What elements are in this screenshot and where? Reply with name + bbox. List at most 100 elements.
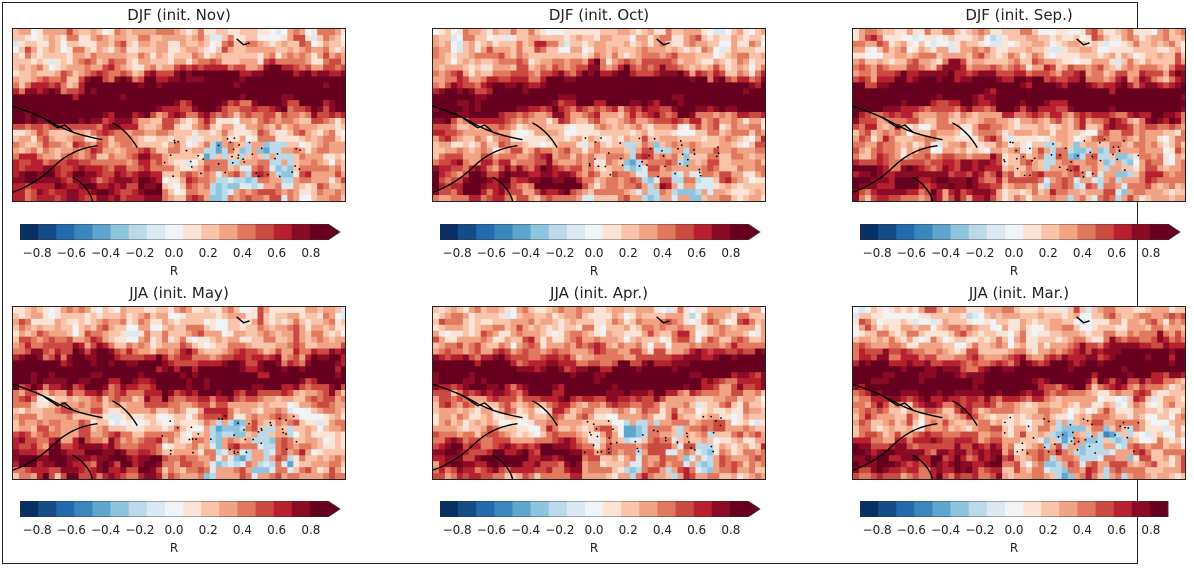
field-cell [588, 82, 595, 89]
field-cell [749, 100, 756, 107]
field-cell [737, 94, 744, 101]
field-cell [90, 70, 97, 77]
field-cell [1008, 82, 1015, 89]
field-cell [108, 195, 115, 201]
field-cell [492, 34, 500, 42]
field-cell [924, 29, 932, 36]
field-cell [516, 159, 523, 166]
field-cell [665, 135, 673, 143]
field-cell [1157, 177, 1164, 184]
field-cell [558, 106, 565, 113]
field-cell [498, 34, 506, 42]
field-cell [1133, 70, 1140, 77]
field-cell [647, 141, 655, 149]
field-cell [876, 64, 884, 72]
field-cell [191, 34, 199, 42]
field-cell [54, 189, 62, 196]
field-cell [96, 147, 103, 155]
field-cell [438, 195, 446, 201]
field-cell [450, 153, 458, 160]
field-cell [623, 70, 631, 77]
field-cell [558, 76, 565, 83]
field-cell [1181, 46, 1185, 54]
field-cell [930, 29, 937, 36]
field-cell [114, 40, 121, 48]
field-cell [1169, 153, 1176, 160]
field-cell [906, 100, 914, 107]
field-cell [191, 70, 199, 77]
field-cell [233, 177, 241, 184]
field-cell [144, 189, 151, 196]
field-cell [719, 129, 726, 137]
field-cell [84, 165, 92, 172]
field-cell [433, 88, 440, 95]
field-cell [1055, 171, 1063, 178]
field-cell [1061, 129, 1069, 137]
field-cell [576, 40, 583, 48]
field-cell [683, 159, 690, 166]
field-cell [858, 82, 866, 89]
field-cell [18, 100, 26, 107]
field-cell [853, 195, 860, 201]
field-cell [960, 52, 967, 60]
field-cell [522, 177, 529, 184]
field-cell [162, 129, 169, 137]
field-cell [498, 123, 506, 131]
field-cell [665, 141, 673, 149]
field-cell [510, 117, 517, 125]
field-cell [1181, 40, 1185, 48]
field-cell [72, 29, 80, 36]
field-cell [954, 64, 961, 72]
field-cell [36, 123, 44, 131]
field-cell [341, 100, 345, 107]
field-cell [942, 88, 949, 95]
field-cell [882, 29, 890, 36]
field-cell [534, 183, 541, 190]
field-cell [299, 153, 306, 160]
field-cell [707, 153, 714, 160]
field-cell [546, 82, 553, 89]
field-cell [323, 183, 330, 190]
field-cell [617, 112, 625, 119]
field-cell [179, 100, 187, 107]
island-dot [699, 174, 702, 177]
field-cell [486, 141, 494, 149]
field-cell [185, 64, 193, 72]
field-cell [1109, 112, 1116, 119]
field-cell [90, 123, 97, 131]
field-cell [90, 135, 97, 143]
field-cell [599, 82, 607, 89]
field-cell [257, 159, 264, 166]
field-cell [1091, 153, 1099, 160]
field-cell [582, 112, 589, 119]
field-cell [1127, 177, 1134, 184]
field-cell [516, 94, 523, 101]
field-cell [335, 34, 342, 42]
field-cell [287, 159, 294, 166]
field-cell [1157, 58, 1164, 66]
field-cell [126, 189, 133, 196]
field-cell [245, 82, 253, 89]
field-cell [72, 195, 80, 201]
field-cell [486, 64, 494, 72]
field-cell [293, 195, 300, 201]
field-cell [1073, 88, 1081, 95]
field-cell [1014, 159, 1021, 166]
field-cell [251, 165, 259, 172]
field-cell [54, 129, 62, 137]
field-cell [1073, 183, 1081, 190]
field-cell [978, 123, 985, 131]
field-cell [144, 40, 151, 48]
field-cell [749, 52, 756, 60]
field-cell [522, 183, 529, 190]
field-cell [677, 46, 684, 54]
field-cell [1085, 153, 1093, 160]
field-cell [233, 129, 241, 137]
field-cell [1175, 165, 1182, 172]
field-cell [1031, 165, 1039, 172]
field-cell [1097, 171, 1104, 178]
field-cell [185, 70, 193, 77]
field-cell [474, 88, 482, 95]
field-cell [1175, 171, 1182, 178]
field-cell [749, 34, 756, 42]
